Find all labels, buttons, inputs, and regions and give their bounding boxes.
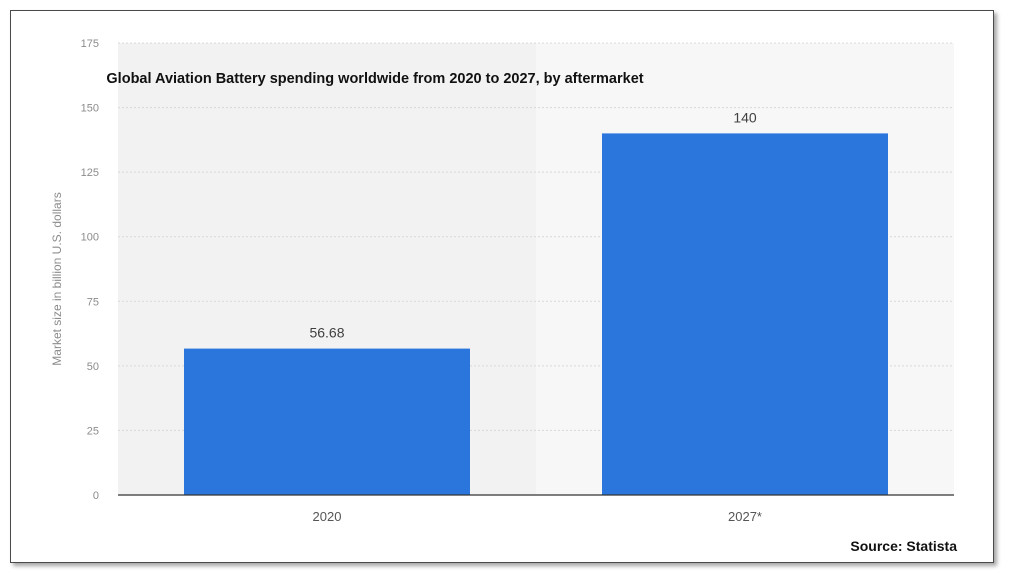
chart-title: Global Aviation Battery spending worldwi… bbox=[106, 71, 643, 87]
bar bbox=[602, 133, 888, 495]
y-axis-title: Market size in billion U.S. dollars bbox=[50, 192, 64, 365]
x-axis-categories: 2020 2027* bbox=[313, 509, 762, 524]
x-category-label: 2027* bbox=[728, 509, 762, 524]
y-tick-label: 175 bbox=[81, 38, 99, 50]
x-category-label: 2020 bbox=[313, 509, 342, 524]
bars bbox=[184, 133, 888, 495]
y-tick-label: 75 bbox=[87, 296, 99, 308]
y-tick-label: 50 bbox=[87, 361, 99, 373]
chart-frame: 0 25 50 75 100 125 150 175 56.68 140 2020 2027* M… bbox=[10, 10, 994, 563]
y-tick-label: 25 bbox=[87, 425, 99, 437]
y-tick-label: 100 bbox=[81, 232, 99, 244]
data-label: 56.68 bbox=[309, 325, 344, 341]
data-labels: 56.68 140 bbox=[309, 109, 756, 340]
y-tick-label: 125 bbox=[81, 167, 99, 179]
bar bbox=[184, 348, 470, 495]
bar-chart: 0 25 50 75 100 125 150 175 56.68 140 2020 2027* M… bbox=[50, 38, 957, 554]
source-label: Source: Statista bbox=[850, 538, 957, 554]
y-tick-label: 150 bbox=[81, 103, 99, 115]
data-label: 140 bbox=[733, 109, 757, 125]
y-axis-ticks: 0 25 50 75 100 125 150 175 bbox=[81, 38, 99, 502]
y-tick-label: 0 bbox=[93, 490, 99, 502]
